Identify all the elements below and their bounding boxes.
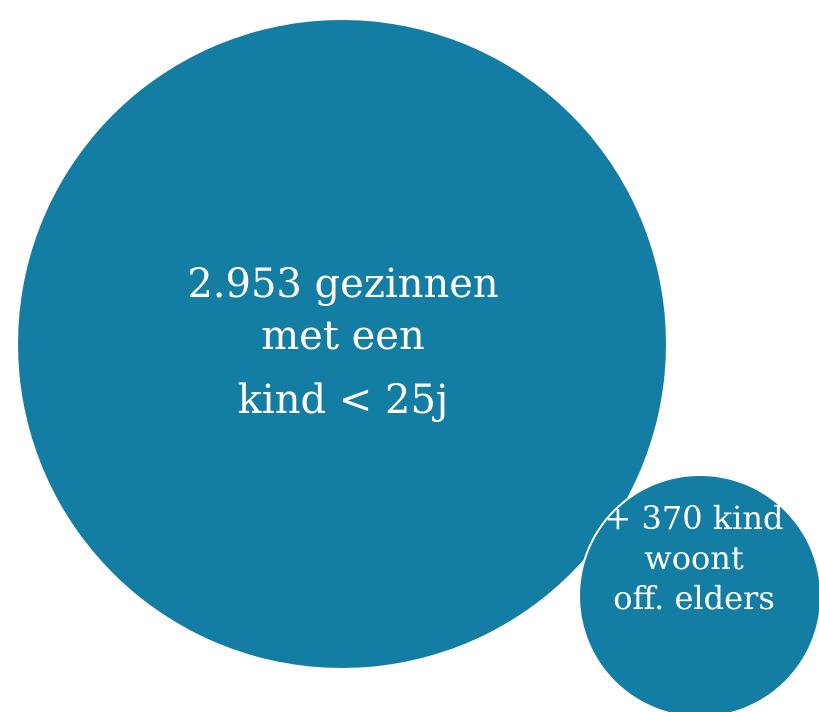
secondary-bubble-line-3: off. elders — [613, 579, 775, 617]
secondary-bubble: + 370 kind woont off. elders — [578, 474, 819, 712]
secondary-bubble-text: + 370 kind woont off. elders — [605, 498, 784, 618]
main-bubble-text: 2.953 gezinnen met een kind < 25j — [187, 258, 498, 426]
main-bubble-line-1: 2.953 gezinnen — [187, 261, 499, 307]
secondary-bubble-line-1: + 370 kind — [604, 499, 784, 537]
main-bubble-line-3: kind < 25j — [237, 377, 449, 423]
main-bubble-line-2: met een — [261, 313, 425, 359]
main-bubble: 2.953 gezinnen met een kind < 25j — [18, 20, 666, 668]
secondary-bubble-line-2: woont — [644, 539, 744, 577]
